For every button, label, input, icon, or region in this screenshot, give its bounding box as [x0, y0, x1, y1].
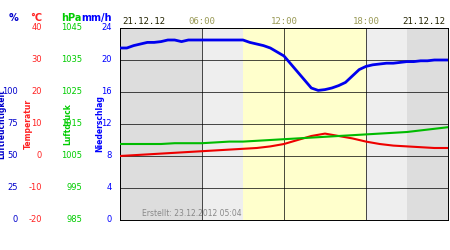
Text: %: % [8, 13, 18, 23]
Text: Luftdruck: Luftdruck [63, 103, 72, 145]
Text: 100: 100 [2, 88, 18, 96]
Bar [202, 28, 243, 220]
Text: Temperatur: Temperatur [23, 99, 32, 149]
Bar [366, 28, 407, 220]
Text: Erstellt: 23.12.2012 05:04: Erstellt: 23.12.2012 05:04 [143, 208, 242, 218]
Text: 12:00: 12:00 [270, 16, 297, 26]
Text: 10: 10 [32, 120, 42, 128]
Text: 985: 985 [66, 216, 82, 224]
Text: 50: 50 [8, 152, 18, 160]
Text: 75: 75 [7, 120, 18, 128]
Text: 20: 20 [32, 88, 42, 96]
Text: 21.12.12: 21.12.12 [403, 16, 446, 26]
Text: mm/h: mm/h [81, 13, 112, 23]
Text: 12: 12 [102, 120, 112, 128]
Text: 40: 40 [32, 24, 42, 32]
Text: 1015: 1015 [61, 120, 82, 128]
Text: 30: 30 [32, 56, 42, 64]
Text: 06:00: 06:00 [189, 16, 216, 26]
Bar [120, 28, 202, 220]
Text: 1035: 1035 [61, 56, 82, 64]
Bar [407, 28, 448, 220]
Text: Luftfeuchtigkeit: Luftfeuchtigkeit [0, 89, 6, 159]
Text: 1045: 1045 [61, 24, 82, 32]
Text: 18:00: 18:00 [352, 16, 379, 26]
Text: 8: 8 [107, 152, 112, 160]
Text: 995: 995 [66, 184, 82, 192]
Text: 1025: 1025 [61, 88, 82, 96]
Text: Niederschlag: Niederschlag [95, 96, 104, 152]
Text: -20: -20 [28, 216, 42, 224]
Text: 24: 24 [102, 24, 112, 32]
Text: -10: -10 [28, 184, 42, 192]
Text: 0: 0 [37, 152, 42, 160]
Text: 1005: 1005 [61, 152, 82, 160]
Text: 0: 0 [107, 216, 112, 224]
Text: 21.12.12: 21.12.12 [122, 16, 165, 26]
Bar [243, 28, 366, 220]
Text: hPa: hPa [62, 13, 82, 23]
Text: 16: 16 [101, 88, 112, 96]
Text: 25: 25 [8, 184, 18, 192]
Text: 20: 20 [102, 56, 112, 64]
Text: 4: 4 [107, 184, 112, 192]
Text: 0: 0 [13, 216, 18, 224]
Text: °C: °C [30, 13, 42, 23]
